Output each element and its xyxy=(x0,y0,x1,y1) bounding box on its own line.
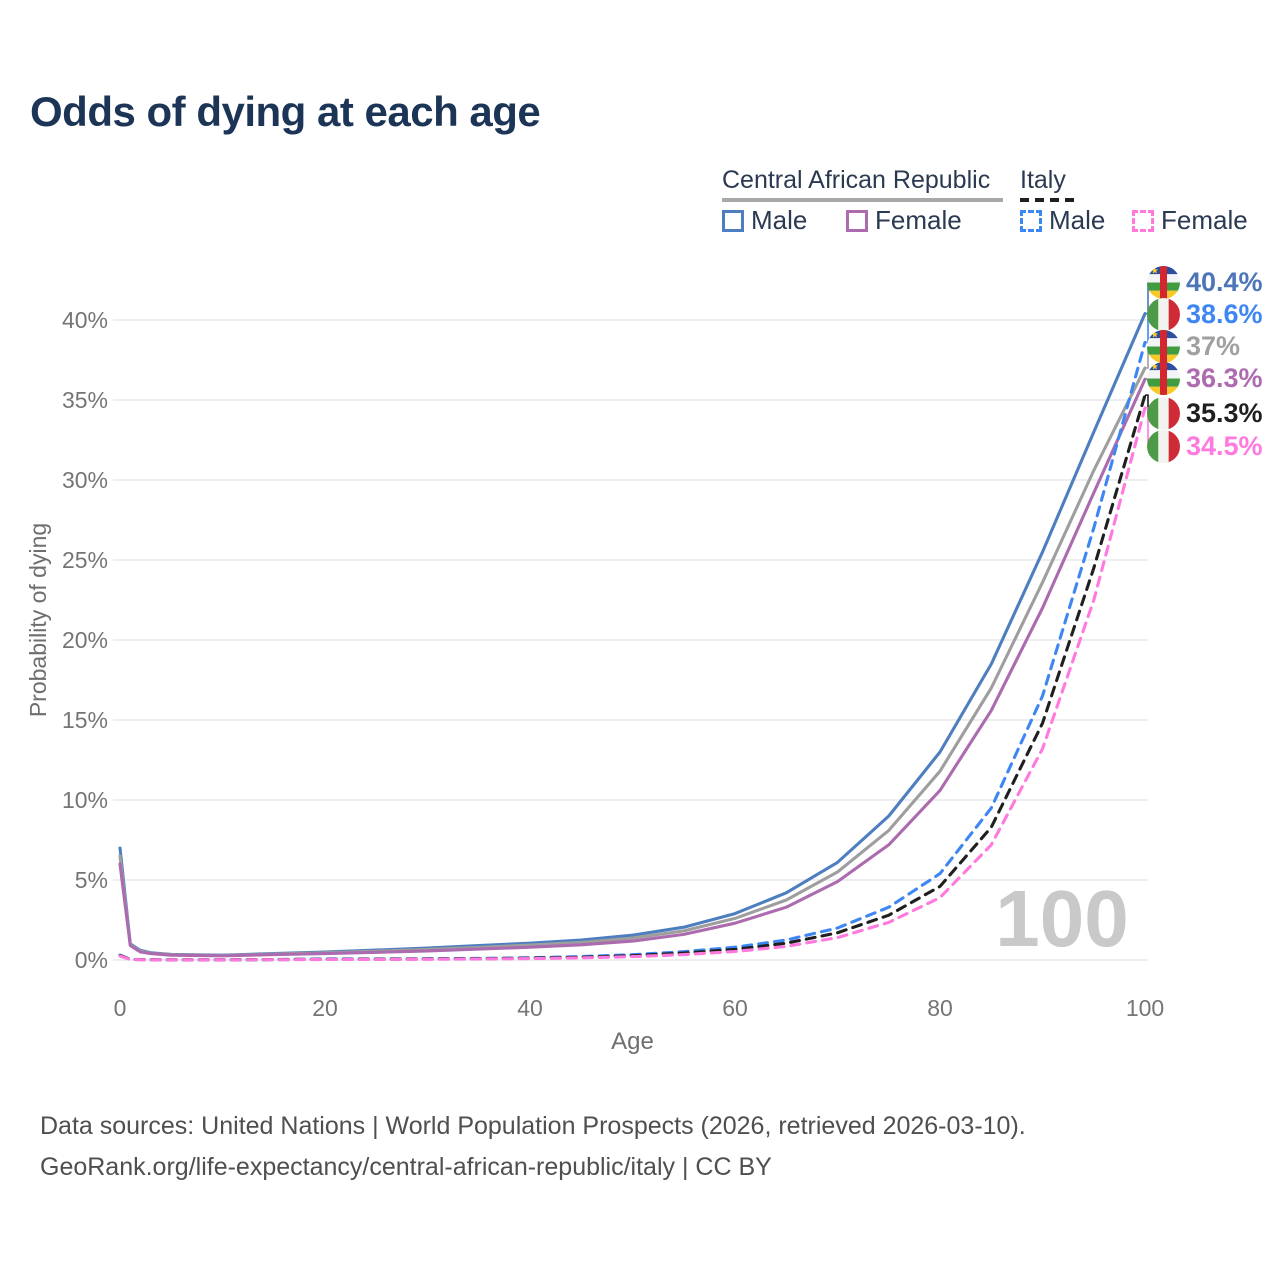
legend-item-label: Male xyxy=(751,205,808,235)
y-axis-title: Probability of dying xyxy=(25,523,51,717)
x-tick-label: 20 xyxy=(312,995,338,1021)
x-tick-label: 0 xyxy=(114,995,127,1021)
legend-group-central-african-republic[interactable]: Central African Republic xyxy=(722,166,1003,202)
endpoint-value: 37% xyxy=(1186,331,1241,361)
legend-item-label: Female xyxy=(1161,205,1248,235)
endpoint-value: 40.4% xyxy=(1186,267,1263,297)
y-tick-label: 35% xyxy=(62,387,108,413)
page-title: Odds of dying at each age xyxy=(30,88,541,135)
italy-dashed-line-swatch xyxy=(1020,198,1076,202)
y-tick-label: 20% xyxy=(62,627,108,653)
car-male-swatch xyxy=(722,209,744,232)
endpoint-value: 38.6% xyxy=(1186,299,1263,329)
endpoint-value: 35.3% xyxy=(1186,398,1263,428)
attribution-line: GeoRank.org/life-expectancy/central-afri… xyxy=(40,1153,772,1181)
legend-item-label: Male xyxy=(1049,205,1106,235)
italy-flag-icon xyxy=(1147,397,1180,430)
legend-item-italy-male[interactable]: Male xyxy=(1020,205,1105,236)
legend-group-label: Italy xyxy=(1020,166,1066,194)
italy-male-swatch xyxy=(1020,209,1042,232)
endpoint-value: 34.5% xyxy=(1186,431,1263,461)
central-african-republic-flag-icon xyxy=(1147,362,1180,395)
x-tick-label: 40 xyxy=(517,995,543,1021)
y-tick-label: 40% xyxy=(62,307,108,333)
endpoint-car-female: 36.3% xyxy=(1147,362,1263,395)
legend: Central African Republic Italy Male Fema… xyxy=(0,0,1280,250)
y-tick-label: 25% xyxy=(62,547,108,573)
series-line-italy-male xyxy=(118,340,1147,962)
endpoint-italy-male: 38.6% xyxy=(1147,298,1263,331)
series-line-car-male xyxy=(118,312,1147,957)
hovered-age-watermark: 100 xyxy=(995,874,1128,963)
series-line-italy-female xyxy=(118,406,1147,962)
y-tick-label: 15% xyxy=(62,707,108,733)
series-line-car-female xyxy=(118,377,1147,958)
central-african-republic-flag-icon xyxy=(1147,266,1180,299)
car-female-swatch xyxy=(846,209,868,232)
italy-flag-icon xyxy=(1147,430,1180,463)
x-axis-title: Age xyxy=(611,1028,654,1055)
y-tick-label: 30% xyxy=(62,467,108,493)
legend-item-label: Female xyxy=(875,205,962,235)
endpoint-car-both: 37% xyxy=(1147,330,1240,363)
y-tick-label: 0% xyxy=(75,947,108,973)
x-tick-label: 80 xyxy=(927,995,953,1021)
endpoint-value: 36.3% xyxy=(1186,363,1263,393)
footer: Data sources: United Nations | World Pop… xyxy=(40,1106,1026,1188)
data-sources-line: Data sources: United Nations | World Pop… xyxy=(40,1112,1026,1140)
car-solid-line-swatch xyxy=(722,198,1003,202)
central-african-republic-flag-icon xyxy=(1147,330,1180,363)
y-tick-label: 10% xyxy=(62,787,108,813)
endpoint-car-male: 40.4% xyxy=(1147,266,1263,299)
endpoint-italy-female: 34.5% xyxy=(1147,430,1263,463)
legend-group-italy[interactable]: Italy xyxy=(1020,166,1076,202)
legend-item-car-female[interactable]: Female xyxy=(846,205,962,236)
italy-flag-icon xyxy=(1147,298,1180,331)
legend-group-label: Central African Republic xyxy=(722,166,991,194)
x-tick-label: 100 xyxy=(1126,995,1164,1021)
x-tick-label: 60 xyxy=(722,995,748,1021)
y-tick-label: 5% xyxy=(75,867,108,893)
legend-item-italy-female[interactable]: Female xyxy=(1132,205,1248,236)
italy-female-swatch xyxy=(1132,209,1154,232)
endpoint-italy-both: 35.3% xyxy=(1147,397,1263,430)
legend-item-car-male[interactable]: Male xyxy=(722,205,807,236)
